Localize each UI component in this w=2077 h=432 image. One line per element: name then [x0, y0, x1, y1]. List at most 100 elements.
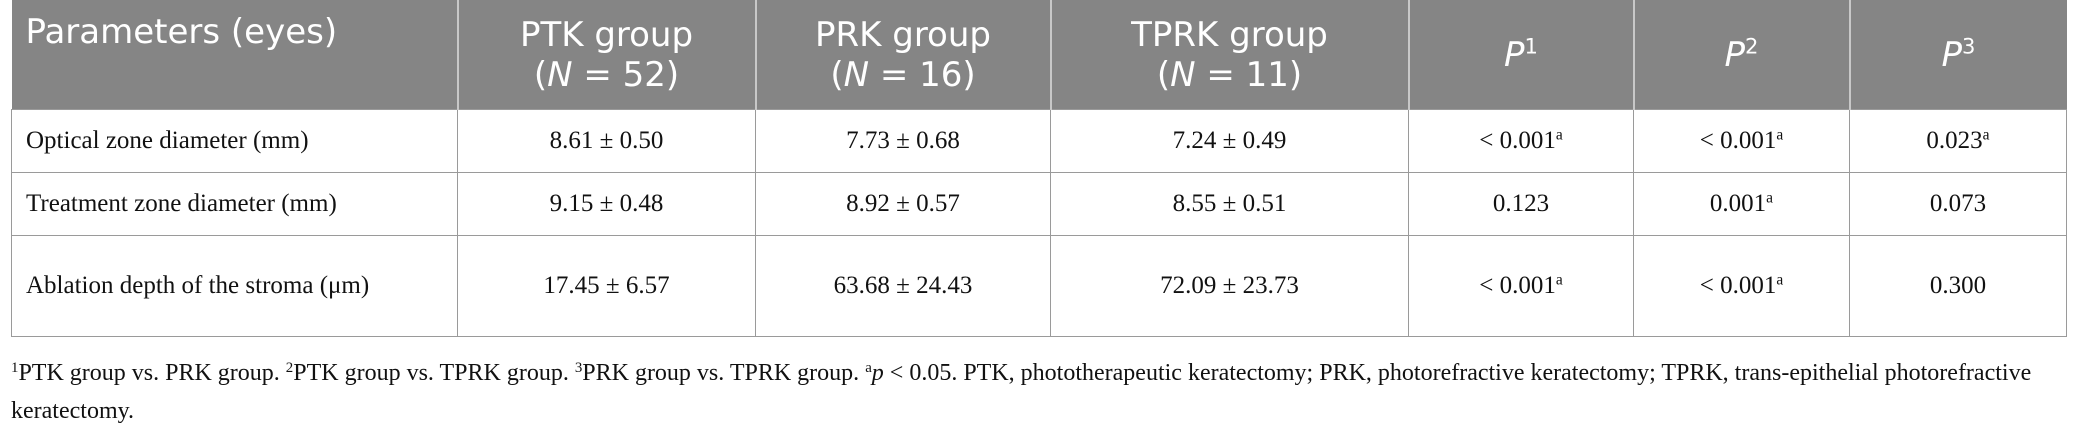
text: 9.15 ± 0.48: [549, 190, 664, 217]
header-cell: P2: [1632, 0, 1850, 110]
table-cell: 0.123: [1408, 172, 1634, 236]
text: Parameters (eyes): [25, 12, 338, 52]
superscript: a: [1776, 126, 1784, 144]
table-cell: 0.300: [1849, 235, 2067, 337]
table-cell: 7.73 ± 0.68: [755, 109, 1051, 173]
superscript: 3: [574, 359, 583, 376]
text: 63.68 ± 24.43: [833, 272, 973, 299]
table-cell: < 0.001a: [1408, 109, 1634, 173]
superscript: a: [1766, 189, 1774, 207]
table-row: Optical zone diameter (mm) 8.61 ± 0.50 7.7…: [11, 109, 2067, 173]
text: 7.73 ± 0.68: [846, 127, 960, 154]
table-row: Ablation depth of the stroma (μm) 17.45 ±…: [11, 235, 2067, 337]
text: Optical zone diameter (mm): [26, 127, 309, 154]
table-cell: Optical zone diameter (mm): [11, 109, 458, 173]
superscript: a: [1555, 271, 1563, 289]
text: = 52): [572, 54, 680, 95]
table-cell: Treatment zone diameter (mm): [11, 172, 458, 236]
footnote: 1PTK group vs. PRK group. 2PTK group vs.…: [11, 354, 2061, 430]
superscript: a: [1982, 126, 1990, 144]
text: (: [533, 54, 548, 95]
table-wrap: Parameters (eyes) PTK group (N = 52) PRK gr…: [11, 0, 2067, 337]
italic-text: P: [1941, 34, 1963, 75]
header-cell: PRK group (N = 16): [754, 0, 1051, 110]
superscript: 1: [11, 359, 19, 376]
table-cell: 72.09 ± 23.73: [1050, 235, 1409, 337]
text: 72.09 ± 23.73: [1160, 272, 1299, 299]
table-cell: Ablation depth of the stroma (μm): [11, 235, 458, 337]
text: Treatment zone diameter (mm): [26, 190, 337, 217]
text: (: [830, 54, 844, 95]
text: 0.023: [1926, 127, 1983, 154]
header-cell: Parameters (eyes): [11, 0, 458, 110]
table-cell: < 0.001a: [1408, 235, 1634, 337]
text: PRK group vs. TPRK group.: [582, 360, 866, 386]
superscript: a: [865, 359, 872, 376]
header-line: (N = 11): [1066, 55, 1394, 95]
italic-text: N: [843, 54, 870, 95]
header-line: PTK group: [473, 15, 741, 55]
table: Parameters (eyes) PTK group (N = 52) PRK gr…: [11, 0, 2067, 337]
italic-text: P: [1724, 34, 1746, 75]
table-cell: 8.61 ± 0.50: [457, 109, 756, 173]
text: 8.92 ± 0.57: [846, 190, 960, 217]
superscript: a: [1555, 126, 1563, 144]
text: 8.55 ± 0.51: [1172, 190, 1287, 217]
text: < 0.001: [1699, 272, 1777, 299]
table-cell: 0.001a: [1633, 172, 1850, 236]
text: < 0.001: [1479, 272, 1556, 299]
text: = 11): [1195, 54, 1303, 95]
text: = 16): [869, 54, 976, 95]
text: (: [1156, 54, 1171, 95]
header-cell: P3: [1848, 0, 2067, 110]
italic-text: N: [547, 54, 573, 95]
table-cell: 0.023a: [1849, 109, 2067, 173]
text: 8.61 ± 0.50: [549, 127, 664, 154]
header-line: TPRK group: [1066, 15, 1394, 55]
superscript: 3: [1962, 32, 1976, 58]
text: 17.45 ± 6.57: [543, 272, 670, 299]
table-row: Treatment zone diameter (mm) 9.15 ± 0.48 8…: [11, 172, 2067, 236]
text: PTK group: [519, 14, 694, 55]
table-cell: < 0.001a: [1633, 235, 1850, 337]
text: Ablation depth of the stroma (μm): [26, 272, 370, 299]
header-line: P3: [1865, 35, 2053, 75]
text: 7.24 ± 0.49: [1172, 127, 1287, 154]
superscript: 2: [1745, 32, 1759, 58]
text: PTK group vs. PRK group.: [18, 360, 286, 386]
superscript: 1: [1524, 32, 1538, 58]
header-line: PRK group: [771, 15, 1036, 55]
header-line: Parameters (eyes): [26, 12, 443, 52]
text: 0.123: [1492, 190, 1550, 217]
text: PRK group: [815, 14, 991, 55]
superscript: a: [1776, 271, 1784, 289]
table-body: Optical zone diameter (mm) 8.61 ± 0.50 7.7…: [11, 109, 2067, 337]
header-line: (N = 52): [473, 55, 741, 95]
italic-text: p: [871, 360, 884, 386]
italic-text: P: [1504, 34, 1525, 75]
text: < 0.05. PTK, phototherapeutic keratectom…: [11, 360, 2032, 424]
header-row: Parameters (eyes) PTK group (N = 52) PRK gr…: [11, 0, 2067, 110]
text: PTK group vs. TPRK group.: [293, 360, 575, 386]
table-cell: 0.073: [1849, 172, 2067, 236]
table-cell: 17.45 ± 6.57: [457, 235, 756, 337]
header-line: P2: [1649, 35, 1835, 75]
italic-text: N: [1170, 54, 1196, 95]
header-cell: PTK group (N = 52): [456, 0, 756, 110]
table-cell: 8.92 ± 0.57: [755, 172, 1051, 236]
superscript: 2: [285, 359, 294, 376]
table-cell: 7.24 ± 0.49: [1050, 109, 1409, 173]
text: 0.001: [1709, 190, 1767, 217]
text: 0.300: [1929, 272, 1987, 299]
header-line: P1: [1424, 35, 1619, 75]
table-cell: 8.55 ± 0.51: [1050, 172, 1409, 236]
header-cell: P1: [1407, 0, 1634, 110]
text: 0.073: [1929, 190, 1987, 217]
table-cell: < 0.001a: [1633, 109, 1850, 173]
header-cell: TPRK group (N = 11): [1049, 0, 1409, 110]
table-cell: 9.15 ± 0.48: [457, 172, 756, 236]
text: < 0.001: [1479, 127, 1556, 154]
text: TPRK group: [1131, 14, 1328, 55]
header-line: (N = 16): [771, 55, 1036, 95]
text: < 0.001: [1699, 127, 1777, 154]
